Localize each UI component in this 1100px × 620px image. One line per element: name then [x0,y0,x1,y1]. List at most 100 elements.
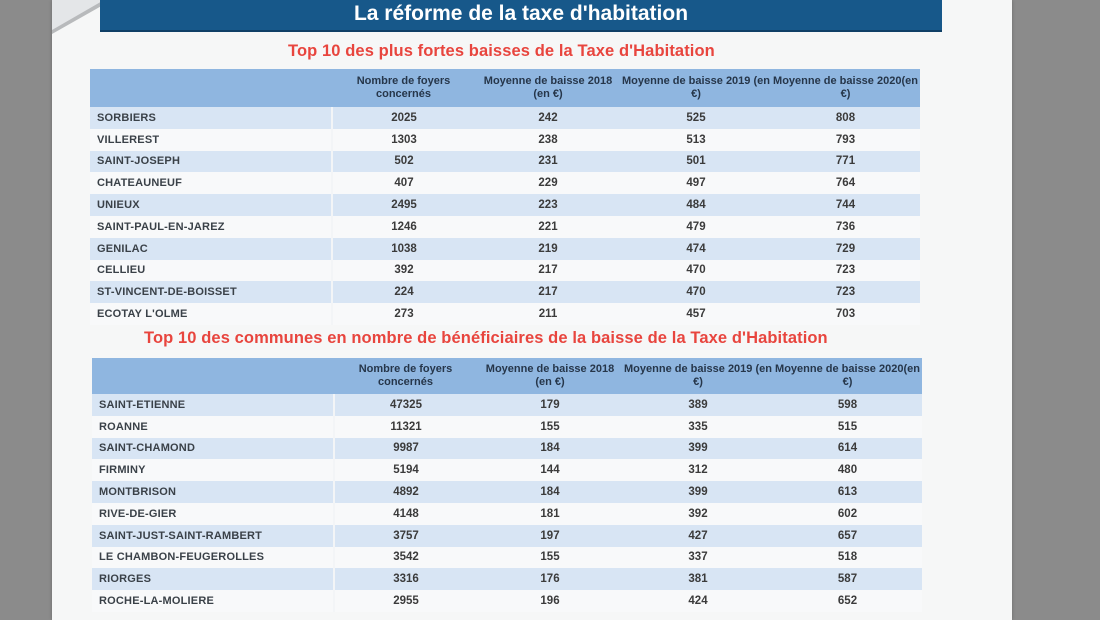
cell-b2018: 231 [475,150,621,173]
cell-foyers: 4148 [334,502,477,525]
cell-b2020: 657 [773,524,922,547]
cell-b2018: 242 [475,107,621,129]
cell-b2018: 238 [475,128,621,151]
cell-b2019: 389 [623,394,773,416]
cell-foyers: 2025 [332,107,475,129]
cell-b2020: 703 [771,303,920,325]
cell-city: SAINT-CHAMOND [92,437,335,460]
cell-b2020: 602 [773,502,922,525]
cell-b2020: 723 [771,281,920,304]
cell-b2019: 312 [623,459,773,482]
table-row: CHATEAUNEUF 407 229 497 764 [90,172,920,195]
cell-b2020: 518 [773,546,922,569]
cell-b2018: 211 [475,303,621,325]
cell-foyers: 4892 [334,481,477,503]
cell-b2020: 808 [771,107,920,129]
cell-foyers: 407 [332,172,475,195]
cell-b2020: 480 [773,459,922,482]
cell-city: UNIEUX [90,194,333,216]
cell-city: MONTBRISON [92,481,335,503]
table2-header-2020: Moyenne de baisse 2020(en €) [773,358,922,394]
cell-city: ROCHE-LA-MOLIERE [92,590,335,612]
cell-foyers: 3757 [334,524,477,547]
table-row: RIORGES 3316 176 381 587 [92,568,922,591]
cell-b2019: 427 [623,524,773,547]
cell-b2020: 598 [773,394,922,416]
cell-b2018: 197 [477,524,623,547]
cell-city: SAINT-ETIENNE [92,394,335,416]
cell-b2018: 196 [477,590,623,612]
cell-foyers: 11321 [334,415,477,438]
cell-foyers: 2495 [332,194,475,216]
table1-title: Top 10 des plus fortes baisses de la Tax… [288,42,715,60]
table-row: SAINT-CHAMOND 9987 184 399 614 [92,437,922,460]
cell-foyers: 3542 [334,546,477,569]
cell-b2019: 513 [621,128,771,151]
cell-b2020: 744 [771,194,920,216]
table-row: SAINT-PAUL-EN-JAREZ 1246 221 479 736 [90,215,920,238]
table-row: RIVE-DE-GIER 4148 181 392 602 [92,502,922,525]
cell-city: ECOTAY L'OLME [90,303,333,325]
cell-b2018: 176 [477,568,623,591]
table-row: ROCHE-LA-MOLIERE 2955 196 424 652 [92,590,922,612]
cell-foyers: 502 [332,150,475,173]
cell-city: CELLIEU [90,259,333,282]
cell-b2019: 337 [623,546,773,569]
table2-body: SAINT-ETIENNE 47325 179 389 598 ROANNE 11321 15… [92,394,922,612]
cell-b2020: 613 [773,481,922,503]
table-row: SAINT-JOSEPH 502 231 501 771 [90,150,920,173]
cell-b2018: 219 [475,237,621,260]
cell-foyers: 5194 [334,459,477,482]
table1-header-2018: Moyenne de baisse 2018 (en €) [475,69,621,107]
cell-city: CHATEAUNEUF [90,172,333,195]
cell-foyers: 2955 [334,590,477,612]
cell-b2019: 479 [621,215,771,238]
cell-foyers: 392 [332,259,475,282]
cell-city: FIRMINY [92,459,335,482]
cell-b2019: 474 [621,237,771,260]
cell-b2020: 764 [771,172,920,195]
table-row: UNIEUX 2495 223 484 744 [90,194,920,216]
table-row: ROANNE 11321 155 335 515 [92,415,922,438]
cell-b2019: 470 [621,281,771,304]
cell-b2019: 335 [623,415,773,438]
cell-foyers: 1038 [332,237,475,260]
cell-foyers: 224 [332,281,475,304]
cell-foyers: 47325 [334,394,477,416]
table-top-beneficiaires: Nombre de foyers concernés Moyenne de ba… [92,358,923,612]
cell-b2019: 381 [623,568,773,591]
cell-b2019: 470 [621,259,771,282]
cell-b2020: 723 [771,259,920,282]
cell-b2019: 424 [623,590,773,612]
table2-header-foyers: Nombre de foyers concernés [334,358,477,394]
cell-city: RIORGES [92,568,335,591]
cell-city: ROANNE [92,415,335,438]
cell-city: LE CHAMBON-FEUGEROLLES [92,546,335,569]
table1-header-2020: Moyenne de baisse 2020(en €) [771,69,920,107]
cell-b2020: 587 [773,568,922,591]
cell-city: SAINT-JUST-SAINT-RAMBERT [92,524,335,547]
cell-city: VILLEREST [90,128,333,151]
page-corner-fold-highlight [52,0,104,30]
table1-header-2019: Moyenne de baisse 2019 (en €) [621,69,771,107]
cell-city: SAINT-PAUL-EN-JAREZ [90,215,333,238]
cell-b2019: 484 [621,194,771,216]
cell-b2018: 184 [477,437,623,460]
table-row: GENILAC 1038 219 474 729 [90,237,920,260]
table-row: ST-VINCENT-DE-BOISSET 224 217 470 723 [90,281,920,304]
table-row: SAINT-ETIENNE 47325 179 389 598 [92,394,922,416]
cell-b2019: 457 [621,303,771,325]
cell-b2020: 771 [771,150,920,173]
table2-header-2018: Moyenne de baisse 2018 (en €) [477,358,623,394]
cell-b2019: 392 [623,502,773,525]
table-top-baisses: Nombre de foyers concernés Moyenne de ba… [90,69,921,325]
cell-b2018: 181 [477,502,623,525]
table2-header-2019: Moyenne de baisse 2019 (en €) [623,358,773,394]
cell-foyers: 273 [332,303,475,325]
cell-b2018: 217 [475,281,621,304]
cell-b2020: 793 [771,128,920,151]
table1-body: SORBIERS 2025 242 525 808 VILLEREST 1303 238 513… [90,107,920,325]
cell-b2018: 223 [475,194,621,216]
cell-b2019: 501 [621,150,771,173]
cell-b2020: 736 [771,215,920,238]
